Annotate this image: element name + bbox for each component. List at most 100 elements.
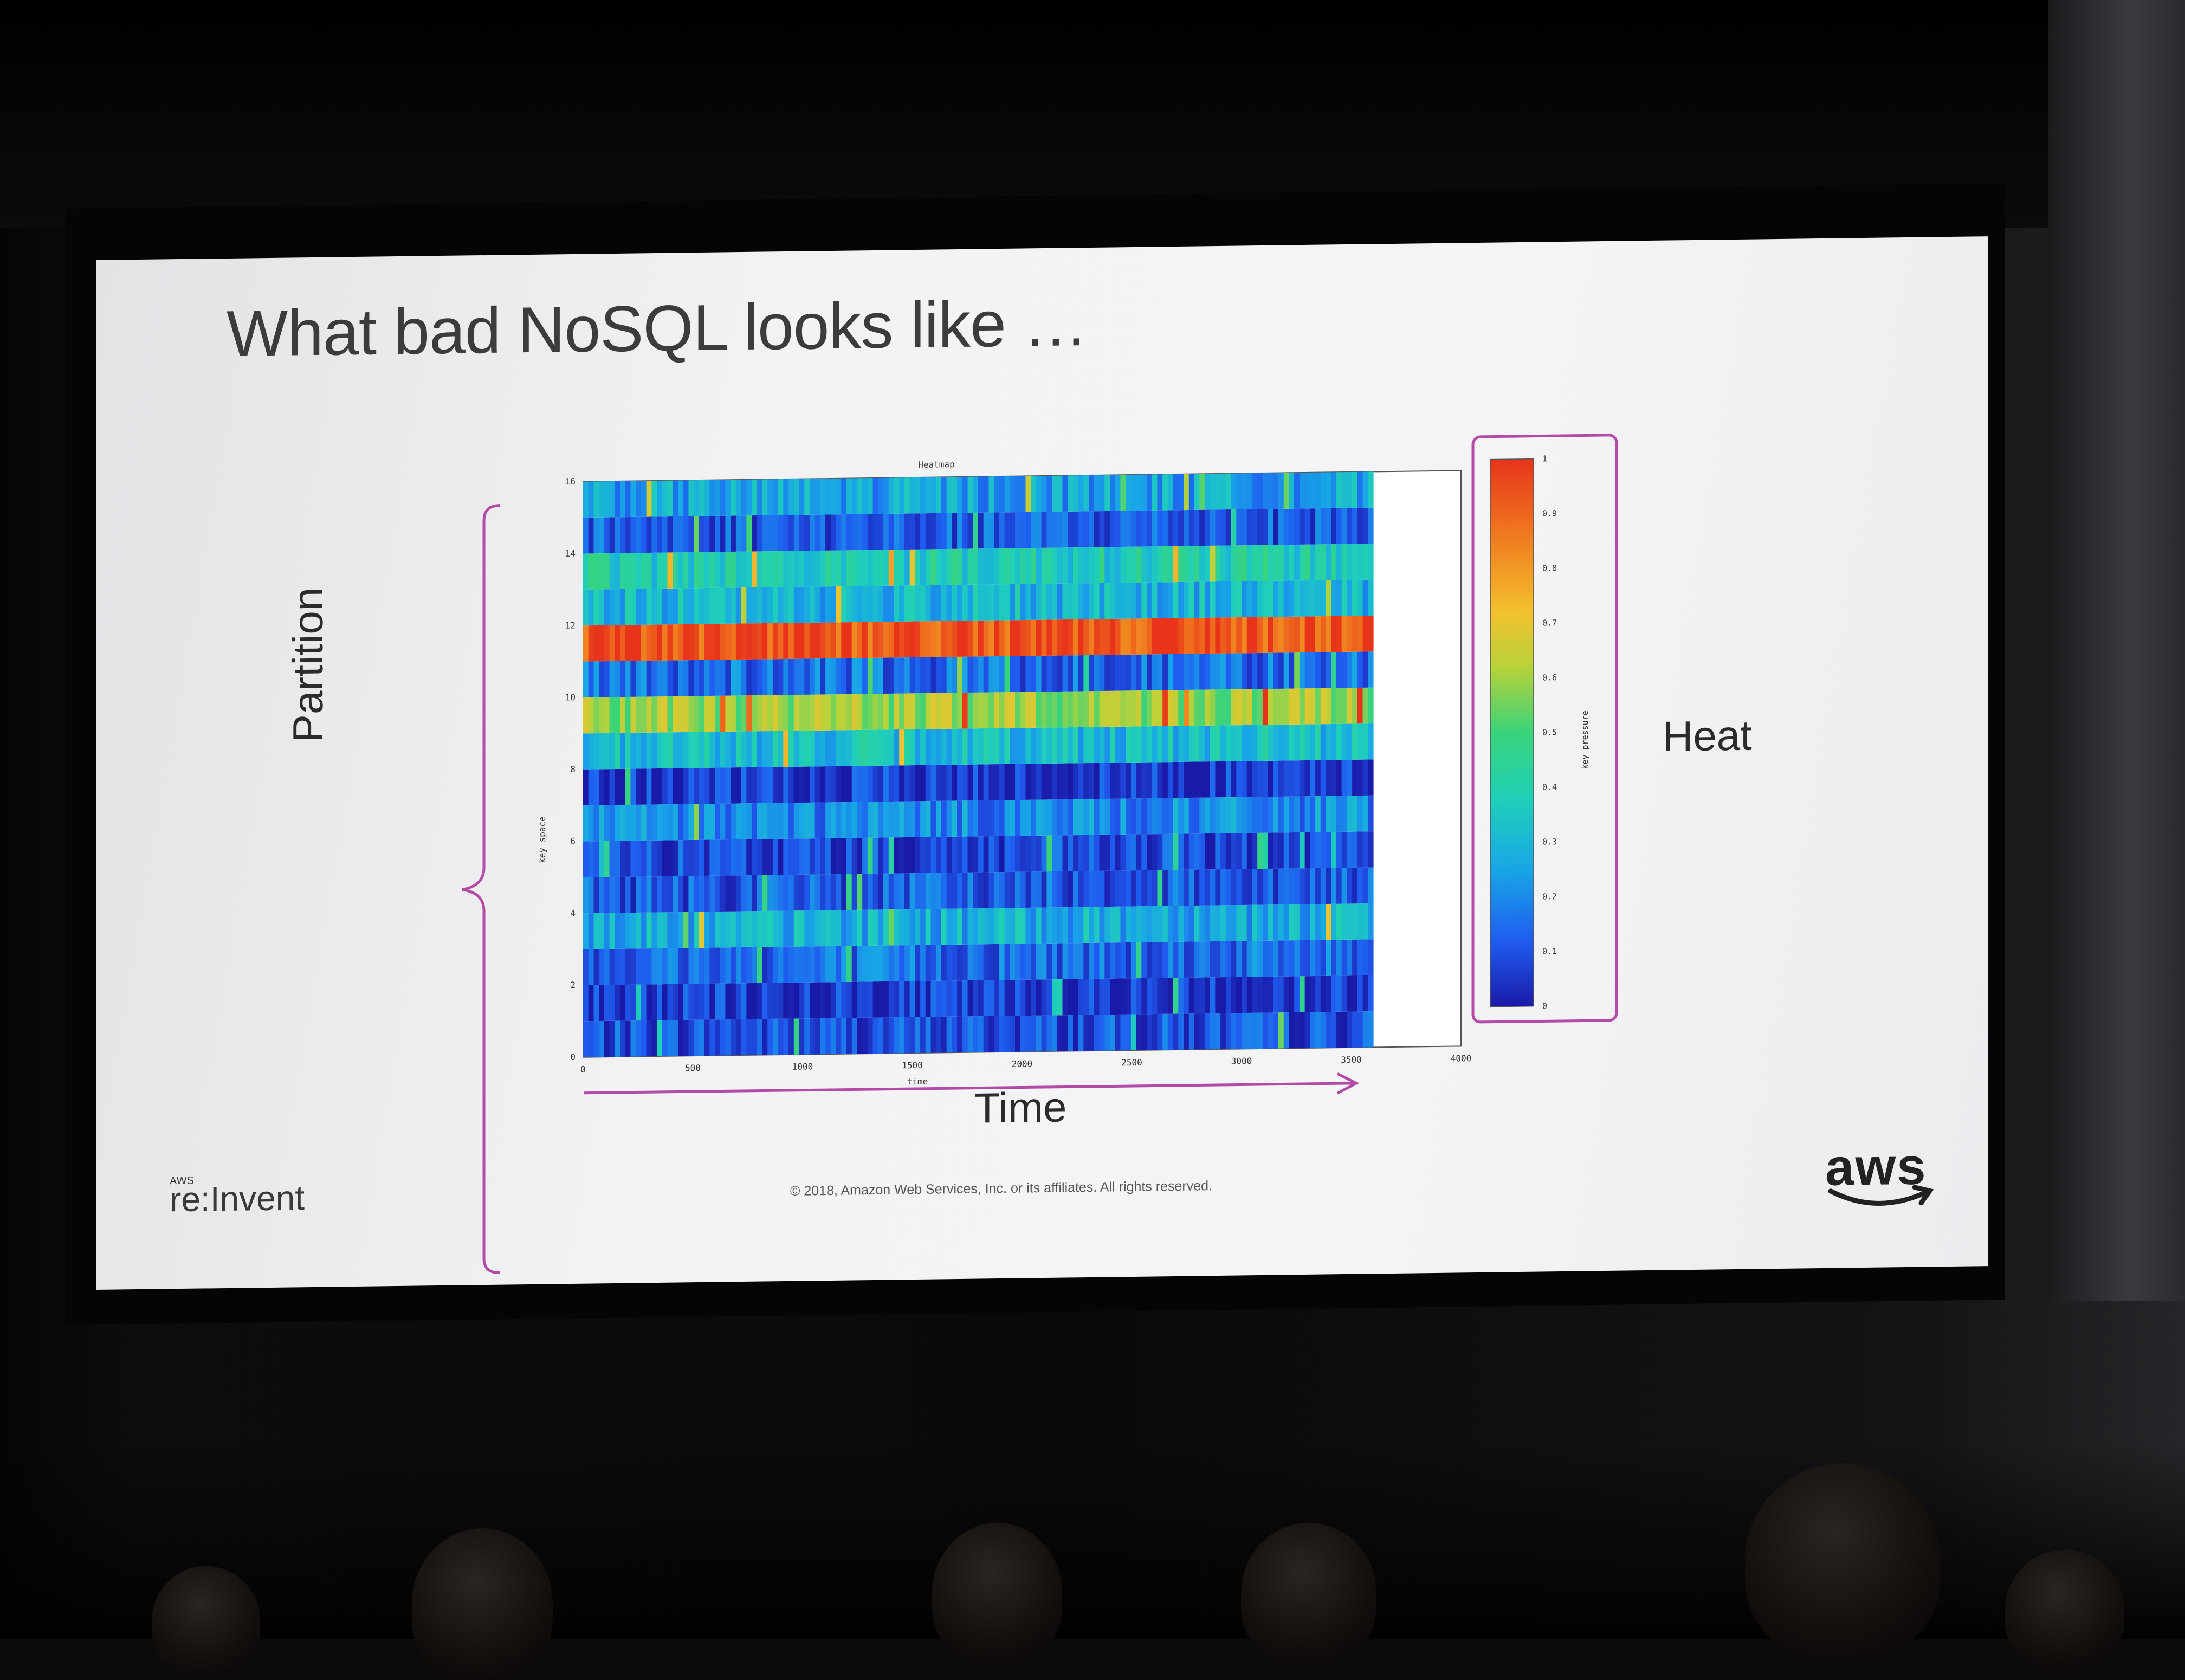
heatmap-cell — [1357, 723, 1363, 760]
heatmap-cell — [662, 732, 668, 768]
heatmap-cell — [583, 481, 589, 518]
heatmap-cell — [1052, 907, 1058, 944]
heatmap-cell — [793, 910, 800, 947]
heatmap-cell — [1336, 508, 1342, 544]
heatmap-cell — [820, 910, 826, 947]
heatmap-cell — [1057, 655, 1063, 692]
heatmap-cell — [1120, 906, 1126, 943]
heatmap-cell — [630, 1020, 636, 1057]
heatmap-cell — [1078, 871, 1084, 907]
heatmap-cell — [788, 983, 794, 1019]
y-tick-label: 6 — [570, 836, 576, 847]
heatmap-cell — [588, 805, 594, 842]
heatmap-cell — [1231, 653, 1237, 689]
heatmap-cell — [1188, 906, 1195, 942]
heatmap-cell — [799, 623, 805, 659]
heatmap-cell — [1294, 652, 1300, 689]
heatmap-cell — [646, 696, 652, 733]
heatmap-cell — [667, 984, 673, 1020]
heatmap-cell — [752, 479, 758, 516]
heatmap-cell — [1031, 979, 1037, 1016]
heatmap-cell — [673, 804, 678, 841]
heatmap-cell — [1031, 764, 1037, 800]
heatmap-cell — [1046, 943, 1052, 980]
heatmap-cell — [1162, 510, 1168, 547]
heatmap-cell — [725, 587, 731, 624]
heatmap-cell — [1357, 903, 1363, 940]
heatmap-cell — [973, 980, 979, 1017]
heatmap-cell — [683, 516, 689, 553]
heatmap-cell — [899, 729, 905, 766]
heatmap-cell — [1062, 907, 1068, 944]
heatmap-cell — [1136, 834, 1142, 871]
heatmap-cell — [851, 622, 858, 658]
heatmap-cell — [799, 910, 805, 947]
heatmap-cell — [1068, 727, 1074, 764]
heatmap-cell — [1299, 796, 1305, 832]
heatmap-cell — [836, 622, 842, 658]
heatmap-cell — [1072, 763, 1079, 799]
heatmap-cell — [1246, 904, 1253, 941]
heatmap-cell — [641, 840, 647, 877]
heatmap-cell — [1120, 475, 1126, 511]
heatmap-cell — [1242, 653, 1247, 689]
heatmap-cell — [625, 948, 631, 985]
heatmap-cell — [1352, 616, 1358, 652]
heatmap-cell — [872, 837, 878, 874]
heatmap-cell — [1299, 868, 1305, 904]
heatmap-cell — [1194, 833, 1200, 870]
heatmap-cell — [1152, 906, 1158, 942]
heatmap-cell — [994, 872, 1000, 908]
heatmap-cell — [1289, 904, 1295, 941]
heatmap-cell — [1057, 763, 1063, 800]
heatmap-cell — [1167, 833, 1174, 870]
heatmap-cell — [1315, 940, 1321, 976]
heatmap-cell — [1115, 618, 1121, 655]
heatmap-cell — [1294, 616, 1300, 653]
heatmap-cell — [1141, 870, 1147, 907]
heatmap-cell — [625, 733, 631, 769]
heatmap-cell — [1152, 978, 1158, 1015]
heatmap-cell — [1299, 940, 1305, 977]
heatmap-cell — [1004, 692, 1010, 728]
heatmap-cell — [920, 513, 926, 550]
heatmap-cell — [615, 589, 620, 625]
heatmap-cell — [878, 693, 884, 730]
heatmap-cell — [1094, 1015, 1100, 1051]
heatmap-cell — [894, 477, 900, 514]
heatmap-cell — [957, 908, 963, 945]
heatmap-cell — [973, 548, 979, 585]
heatmap-cell — [1178, 726, 1184, 762]
heatmap-cell — [1178, 978, 1184, 1014]
colorbar-tick-label: 1 — [1542, 454, 1547, 463]
heatmap-cell — [604, 985, 610, 1021]
heatmap-cell — [894, 729, 900, 766]
heatmap-cell — [1078, 583, 1084, 619]
heatmap-cell — [946, 800, 953, 837]
heatmap-cell — [746, 1019, 752, 1055]
heatmap-cell — [1078, 907, 1084, 944]
heatmap-cell — [1152, 1014, 1158, 1050]
heatmap-cell — [1299, 616, 1305, 652]
heatmap-cell — [825, 550, 831, 587]
heatmap-cell — [588, 661, 594, 697]
heatmap-cell — [988, 656, 994, 693]
heatmap-cell — [1283, 508, 1290, 545]
heatmap-cell — [725, 552, 731, 588]
heatmap-cell — [962, 728, 968, 765]
heatmap-cell — [841, 910, 847, 946]
heatmap-cell — [1257, 869, 1263, 905]
heatmap-cell — [741, 551, 747, 588]
heatmap-cell — [1347, 1011, 1353, 1048]
heatmap-cell — [1120, 1014, 1126, 1051]
heatmap-cell — [1262, 509, 1269, 545]
heatmap-cell — [1331, 508, 1337, 545]
heatmap-cell — [673, 480, 678, 517]
heatmap-cell — [867, 909, 874, 946]
heatmap-cell — [709, 732, 715, 768]
heatmap-cell — [899, 585, 905, 622]
heatmap-cell — [641, 984, 647, 1020]
heatmap-cell — [1010, 728, 1016, 764]
heatmap-cell — [646, 768, 652, 805]
heatmap-cell — [1110, 547, 1116, 583]
